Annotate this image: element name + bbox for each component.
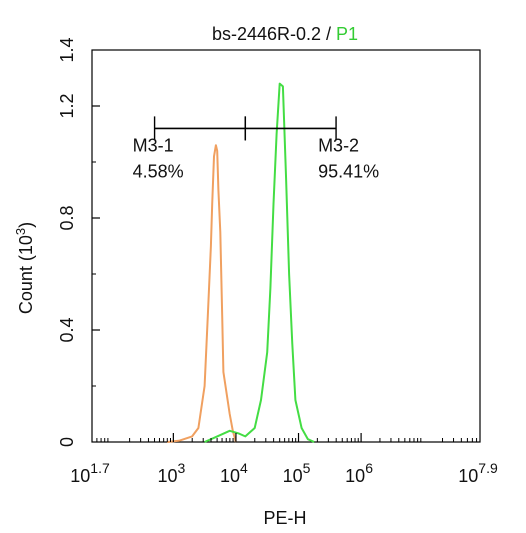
x-tick-exponent: 7.9 xyxy=(478,460,498,476)
x-tick-label: 106 xyxy=(345,460,373,486)
x-tick-label: 105 xyxy=(283,460,311,486)
y-tick-label: 0 xyxy=(57,437,77,447)
x-tick-base: 10 xyxy=(283,466,303,486)
y-axis-unit: (10 xyxy=(16,235,36,261)
x-tick-exponent: 6 xyxy=(365,460,373,476)
x-tick-label: 103 xyxy=(157,460,185,486)
gate-markers: M3-1 4.58% M3-2 95.41% xyxy=(133,116,379,181)
title-separator: / xyxy=(321,24,336,44)
x-axis-ticks: 101.7 103 104 105 106 107.9 xyxy=(70,433,498,486)
x-tick-base: 10 xyxy=(345,466,365,486)
x-tick-label: 104 xyxy=(220,460,248,486)
gate-percent-2: 95.41% xyxy=(318,161,379,181)
title-gate: P1 xyxy=(336,24,358,44)
x-tick-exponent: 1.7 xyxy=(90,460,110,476)
y-axis-ticks: 0 0.4 0.8 1.2 1.4 xyxy=(57,37,100,447)
y-tick-label: 0.4 xyxy=(57,317,77,342)
x-tick-label: 107.9 xyxy=(458,460,498,486)
x-tick-exponent: 5 xyxy=(303,460,311,476)
gate-percent-1: 4.58% xyxy=(133,161,184,181)
x-tick-exponent: 3 xyxy=(177,460,185,476)
x-axis-label: PE-H xyxy=(263,508,306,528)
histogram-line-2 xyxy=(204,82,315,443)
x-tick-base: 10 xyxy=(157,466,177,486)
y-tick-label: 0.8 xyxy=(57,205,77,230)
histogram-series xyxy=(166,82,315,443)
y-axis-unit-close: ) xyxy=(16,222,36,228)
plot-border xyxy=(91,49,481,443)
gate-name-2: M3-2 xyxy=(318,135,359,155)
y-tick-label: 1.2 xyxy=(57,93,77,118)
chart-title: bs-2446R-0.2 / P1 xyxy=(212,24,358,44)
x-tick-base: 10 xyxy=(70,466,90,486)
y-tick-label: 1.4 xyxy=(57,37,77,62)
title-sample: bs-2446R-0.2 xyxy=(212,24,321,44)
x-tick-exponent: 4 xyxy=(240,460,248,476)
y-axis-label: Count (103) xyxy=(13,222,36,314)
x-tick-base: 10 xyxy=(458,466,478,486)
x-tick-label: 101.7 xyxy=(70,460,110,486)
y-axis-unit-exp: 3 xyxy=(13,228,28,235)
gate-name-1: M3-1 xyxy=(133,135,174,155)
y-axis-label-text: Count xyxy=(16,266,36,314)
histogram-line-1 xyxy=(166,144,237,443)
plot-frame xyxy=(91,49,481,443)
y-axis-label-group: Count (103) xyxy=(13,222,36,314)
x-tick-base: 10 xyxy=(220,466,240,486)
